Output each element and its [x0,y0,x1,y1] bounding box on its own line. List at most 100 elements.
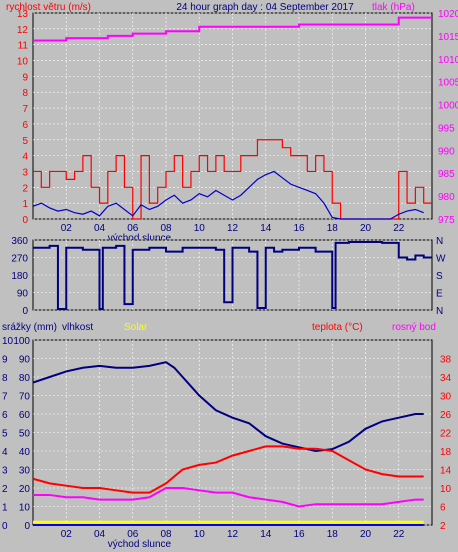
rain-y-tick-label: 10 [2,336,14,347]
wind-y-tick-label: 9 [22,72,28,83]
wind-y-tick-label: 10 [17,57,29,68]
humidity-y-tick-label: 60 [19,410,31,421]
rain-y-tick-label: 3 [2,466,8,477]
wind-panel-x-tick-label: 20 [360,223,372,234]
wind-y-tick-label: 7 [22,104,28,115]
rain-y-tick-label: 7 [2,392,8,403]
wind-panel-x-tick-label: 10 [194,223,206,234]
humidity-y-tick-label: 20 [19,484,31,495]
temperature-panel-x-tick-label: 14 [260,529,272,540]
wind-panel-x-tick-label: 08 [160,223,172,234]
humidity-y-tick-label: 80 [19,373,31,384]
direction-compass-label: W [436,254,446,265]
pressure-y-tick-label: 980 [438,192,455,203]
pressure-y-tick-label: 985 [438,169,455,180]
humidity-y-tick-label: 30 [19,466,31,477]
humidity-y-tick-label: 0 [24,521,30,532]
vlhkost-series-line [32,361,424,453]
humidity-axis-title: vlhkost [62,322,93,333]
direction-compass-label: E [436,289,443,300]
temperature-y-tick-label: 34 [440,373,452,384]
pressure-y-tick-label: 1015 [438,32,458,43]
rain-y-tick-label: 1 [2,503,8,514]
direction-compass-label: S [436,271,443,282]
wind-panel-x-tick-label: 22 [393,223,405,234]
rain-y-tick-label: 4 [2,447,8,458]
direction-y-tick-label: 270 [11,254,28,265]
direction-compass-label: N [436,306,443,317]
tlak-series-line [33,16,432,42]
pressure-y-tick-label: 975 [438,215,455,226]
temperature-panel-x-tick-label: 22 [393,529,405,540]
sunrise-label-bottom: východ slunce [108,539,172,550]
pressure-y-tick-label: 1010 [438,55,458,66]
temperature-y-tick-label: 22 [440,429,452,440]
temperature-panel-x-tick-label: 04 [94,529,106,540]
wind-panel-x-tick-label: 14 [260,223,272,234]
humidity-y-tick-label: 70 [19,392,31,403]
humidity-y-tick-label: 50 [19,429,31,440]
solar-axis-title: Solar [124,322,148,333]
rain-y-tick-label: 8 [2,373,8,384]
humidity-y-tick-label: 40 [19,447,31,458]
direction-y-tick-label: 90 [17,289,29,300]
wind-y-tick-label: 11 [18,41,29,52]
rain-axis-title: srážky (mm) [2,322,57,333]
wind-y-tick-label: 0 [22,215,28,226]
wind-y-tick-label: 8 [22,88,28,99]
wind-y-tick-label: 2 [22,183,28,194]
temperature-y-tick-label: 38 [440,355,452,366]
wind-direction-series-line [33,240,432,311]
temperature-panel-x-tick-label: 10 [194,529,206,540]
temperature-y-tick-label: 14 [440,466,452,477]
wind-y-tick-label: 1 [22,199,28,210]
temperature-panel-x-tick-label: 12 [227,529,239,540]
direction-y-tick-label: 0 [22,306,28,317]
wind-panel-x-tick-label: 16 [293,223,305,234]
temperature-y-tick-label: 2 [440,521,446,532]
wind-panel-x-tick-label: 02 [61,223,73,234]
pressure-y-tick-label: 990 [438,146,455,157]
pressure-y-tick-label: 1005 [438,78,458,89]
rain-y-tick-label: 5 [2,429,8,440]
wind-y-tick-label: 6 [22,120,28,131]
rain-y-tick-label: 0 [2,521,8,532]
sunrise-label: východ slunce [108,233,172,244]
temperature-panel-x-tick-label: 08 [160,529,172,540]
direction-y-tick-label: 180 [11,271,28,282]
temperature-y-tick-label: 26 [440,410,452,421]
dewpoint-axis-title: rosný bod [392,322,436,333]
teplota-series-line [32,445,424,494]
humidity-y-tick-label: 100 [13,336,30,347]
pressure-axis-title: tlak (hPa) [372,2,415,13]
rosný bod-series-line [33,487,424,508]
temperature-panel-x-tick-label: 06 [127,529,139,540]
wind-panel-x-tick-label: 06 [127,223,139,234]
temperature-y-tick-label: 10 [440,484,452,495]
temperature-panel-x-tick-label: 18 [327,529,339,540]
wind-panel-x-tick-label: 18 [327,223,339,234]
temperature-panel-x-tick-label: 16 [293,529,305,540]
wind-y-tick-label: 3 [22,167,28,178]
rain-y-tick-label: 2 [2,484,8,495]
wind-y-tick-label: 13 [17,9,29,20]
wind-y-tick-label: 5 [22,136,28,147]
temperature-y-tick-label: 30 [440,392,452,403]
wind-y-tick-label: 12 [17,25,29,36]
temperature-panel-x-tick-label: 02 [61,529,73,540]
rain-y-tick-label: 9 [2,355,8,366]
wind-panel-x-tick-label: 12 [227,223,239,234]
chart-title: 24 hour graph day : 04 September 2017 [176,2,354,13]
wind-panel-x-tick-label: 04 [94,223,106,234]
temperature-y-tick-label: 6 [440,503,446,514]
wind-panel [32,12,433,220]
pressure-y-tick-label: 995 [438,123,455,134]
humidity-y-tick-label: 10 [19,503,31,514]
humidity-y-tick-label: 90 [19,355,31,366]
direction-compass-label: N [436,236,443,247]
rain-y-tick-label: 6 [2,410,8,421]
wind-series-line [32,170,424,220]
direction-y-tick-label: 360 [11,236,28,247]
temperature-y-tick-label: 18 [440,447,452,458]
